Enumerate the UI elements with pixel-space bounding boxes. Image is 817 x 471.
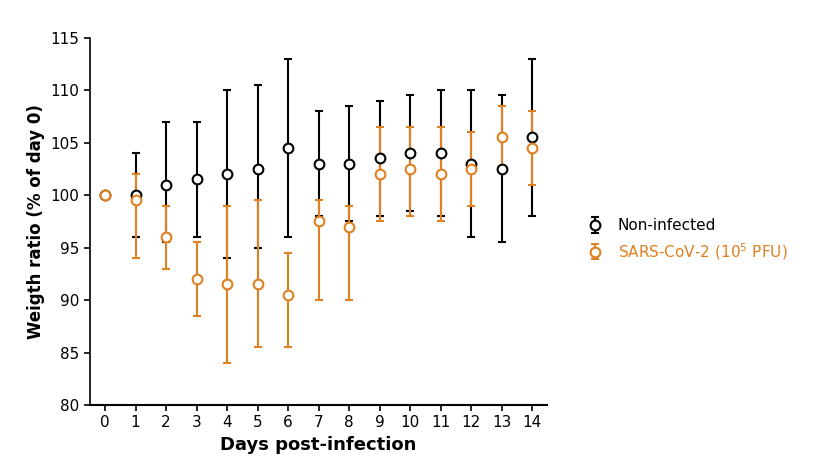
Legend: Non-infected, SARS-CoV-2 (10$^5$ PFU): Non-infected, SARS-CoV-2 (10$^5$ PFU) (574, 211, 795, 269)
Y-axis label: Weigth ratio (% of day 0): Weigth ratio (% of day 0) (27, 104, 45, 339)
X-axis label: Days post-infection: Days post-infection (221, 436, 417, 454)
